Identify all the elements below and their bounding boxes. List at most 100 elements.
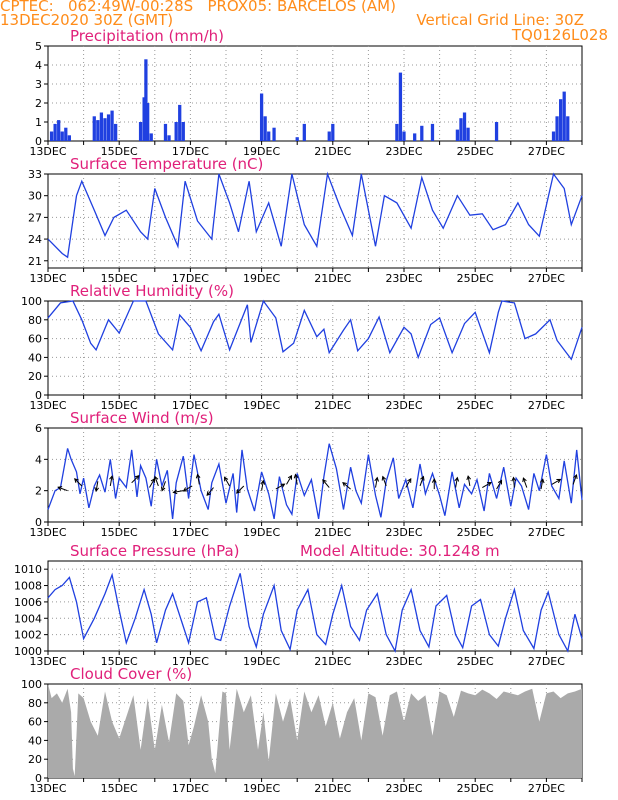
temperature-xtick-label: 13DEC — [29, 272, 66, 285]
wind-xtick-label: 15DEC — [101, 526, 138, 539]
precip-bar — [295, 137, 299, 141]
wind-arrow-head — [322, 479, 327, 484]
precip-bar — [163, 123, 168, 141]
cloud-cover-ytick-label: 80 — [28, 697, 42, 710]
wind-arrow — [342, 482, 351, 490]
pressure-xtick-label: 13DEC — [29, 655, 66, 668]
cloud-cover-ytick-label: 20 — [28, 753, 42, 766]
wind-arrow-head — [153, 475, 159, 481]
header-station: CPTEC: 062:49W-00:28S PROX05: BARCELOS (… — [0, 0, 396, 15]
humidity-ytick-label: 80 — [28, 314, 42, 327]
wind-frame — [47, 427, 583, 523]
wind-arrow — [286, 474, 293, 485]
precip-bar — [562, 91, 566, 141]
precipitation-xtick-label: 25DEC — [457, 145, 494, 158]
pressure-xtick-label: 15DEC — [101, 655, 138, 668]
wind-arrow-head — [556, 478, 562, 484]
wind-arrow-shaft — [294, 474, 298, 485]
cloud-cover-ytick-label: 60 — [28, 716, 42, 729]
temperature-ytick-label: 30 — [28, 190, 42, 203]
precip-bar — [430, 123, 435, 141]
precip-bar — [331, 123, 335, 141]
humidity-line — [47, 299, 583, 361]
temperature-line — [47, 171, 583, 259]
pressure-xtick-label: 21DEC — [314, 655, 351, 668]
pressure-ytick-label: 1008 — [14, 580, 42, 593]
precip-bar — [142, 97, 146, 141]
wind-arrow-shaft — [455, 477, 458, 488]
wind-arrow-head — [293, 473, 299, 479]
wind-arrow-shaft — [405, 478, 412, 488]
wind-arrow-head — [74, 478, 79, 483]
pressure-annotation: Model Altitude: 30.1248 m — [300, 542, 500, 560]
pressure-xtick-label: 23DEC — [385, 655, 422, 668]
humidity-xtick-label: 27DEC — [528, 399, 565, 412]
wind-arrow-shaft — [95, 481, 99, 492]
temperature-xtick-label: 23DEC — [385, 272, 422, 285]
precip-bar — [106, 114, 111, 141]
wind-arrow — [235, 485, 245, 494]
pressure-xtick-label: 19DEC — [243, 655, 280, 668]
wind-arrow-shaft — [467, 476, 471, 487]
pressure-ytick-label: 1006 — [14, 596, 42, 609]
humidity-title: Relative Humidity (%) — [70, 282, 234, 300]
precip-bar — [144, 59, 148, 141]
cloud-cover-ytick-label: 40 — [28, 734, 42, 747]
wind-arrow-shaft — [512, 477, 515, 488]
wind-arrow-head — [420, 475, 425, 481]
wind-arrow-shaft — [496, 480, 502, 490]
pressure-xtick-label: 25DEC — [457, 655, 494, 668]
precipitation-xtick-label: 23DEC — [385, 145, 422, 158]
wind-arrow-shaft — [224, 477, 230, 487]
wind-arrow-shaft — [482, 482, 492, 488]
wind-arrow-shaft — [522, 477, 528, 488]
wind-arrow-shaft — [375, 477, 378, 488]
precip-bar — [455, 129, 460, 141]
precip-bar — [395, 123, 399, 141]
wind-arrow — [374, 476, 380, 488]
cloud-cover-xtick-label: 19DEC — [243, 782, 280, 795]
wind-arrow — [109, 475, 114, 487]
wind-arrow-head — [57, 486, 63, 491]
wind-arrow-head — [134, 475, 140, 480]
wind-ytick-label: 0 — [35, 516, 42, 529]
wind-arrow — [482, 482, 492, 488]
precipitation-ytick-label: 2 — [35, 97, 42, 110]
wind-arrow-head — [454, 476, 460, 482]
precip-bar — [64, 127, 68, 141]
wind-arrow-shaft — [551, 478, 561, 485]
wind-arrow-head — [486, 482, 492, 487]
precip-bar — [559, 99, 563, 141]
wind-arrow-shaft — [419, 476, 424, 487]
wind-arrow-shaft — [322, 479, 330, 488]
precipitation-title: Precipitation (mm/h) — [70, 27, 224, 45]
precip-bar — [138, 122, 143, 141]
pressure-ytick-label: 1004 — [14, 612, 42, 625]
wind-arrow — [322, 479, 330, 488]
wind-arrow-head — [172, 489, 178, 495]
wind-arrow — [131, 475, 140, 484]
wind-arrow — [522, 477, 528, 488]
cloud-cover-xtick-label: 15DEC — [101, 782, 138, 795]
wind-arrow — [74, 478, 83, 487]
precipitation-xtick-label: 19DEC — [243, 145, 280, 158]
precip-bar — [566, 116, 570, 141]
precipitation-ytick-label: 4 — [35, 59, 42, 72]
humidity-ytick-label: 60 — [28, 333, 42, 346]
wind-arrow-shaft — [206, 487, 214, 496]
wind-arrow-head — [497, 479, 503, 485]
wind-arrow-shaft — [275, 483, 285, 490]
precip-bar — [402, 131, 406, 141]
humidity-frame — [47, 300, 583, 396]
wind-arrow — [57, 486, 68, 492]
precip-bar — [181, 122, 185, 141]
precipitation-frame — [47, 45, 583, 142]
wind-arrow-head — [235, 489, 241, 494]
wind-arrow — [206, 487, 214, 496]
cloud-cover-xtick-label: 13DEC — [29, 782, 66, 795]
wind-arrow — [539, 478, 545, 490]
precipitation-xtick-label: 21DEC — [314, 145, 351, 158]
temperature-xtick-label: 27DEC — [528, 272, 565, 285]
wind-arrow-head — [224, 476, 229, 482]
